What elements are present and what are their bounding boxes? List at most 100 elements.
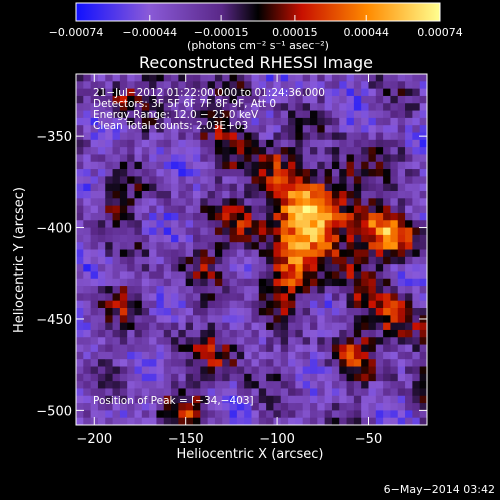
heatmap-cell	[346, 191, 355, 199]
heatmap-cell	[405, 117, 413, 126]
heatmap-cell	[419, 271, 428, 280]
heatmap-cell	[383, 220, 391, 228]
heatmap-cell	[112, 95, 121, 104]
heatmap-cell	[134, 293, 143, 302]
heatmap-cell	[229, 205, 238, 214]
heatmap-cell	[280, 337, 289, 345]
heatmap-cell	[97, 125, 106, 133]
heatmap-cell	[134, 161, 143, 170]
heatmap-cell	[353, 154, 362, 163]
heatmap-cell	[90, 147, 99, 155]
heatmap-cell	[273, 132, 282, 141]
heatmap-cell	[105, 417, 113, 426]
heatmap-cell	[390, 300, 399, 309]
heatmap-cell	[339, 234, 347, 243]
heatmap-cell	[390, 410, 399, 419]
heatmap-cell	[266, 300, 274, 309]
heatmap-cell	[266, 322, 274, 331]
heatmap-cell	[134, 410, 143, 419]
heatmap-cell	[251, 212, 260, 221]
heatmap-cell	[178, 139, 187, 148]
heatmap-cell	[368, 293, 377, 302]
heatmap-cell	[90, 410, 99, 419]
heatmap-cell	[361, 147, 369, 155]
heatmap-cell	[200, 242, 209, 250]
heatmap-cell	[353, 132, 362, 141]
heatmap-cell	[105, 227, 113, 236]
heatmap-cell	[97, 183, 106, 192]
heatmap-cell	[412, 169, 421, 177]
heatmap-cell	[83, 264, 92, 272]
heatmap-cell	[178, 176, 187, 185]
heatmap-cell	[229, 388, 238, 397]
heatmap-cell	[251, 169, 260, 177]
heatmap-cell	[214, 103, 223, 111]
heatmap-cell	[324, 154, 333, 163]
heatmap-cell	[317, 300, 326, 309]
heatmap-cell	[331, 242, 340, 250]
heatmap-cell	[229, 286, 238, 294]
heatmap-cell	[280, 212, 289, 221]
heatmap-cell	[171, 132, 179, 141]
heatmap-cell	[302, 329, 311, 338]
heatmap-cell	[134, 125, 143, 133]
heatmap-cell	[76, 88, 84, 97]
heatmap-cell	[383, 183, 391, 192]
heatmap-cell	[368, 147, 377, 155]
heatmap-cell	[324, 161, 333, 170]
heatmap-cell	[339, 176, 347, 185]
heatmap-cell	[397, 395, 406, 404]
heatmap-cell	[236, 147, 245, 155]
heatmap-cell	[273, 205, 282, 214]
heatmap-cell	[280, 322, 289, 331]
heatmap-cell	[310, 161, 318, 170]
heatmap-cell	[185, 293, 194, 302]
heatmap-cell	[397, 205, 406, 214]
heatmap-cell	[222, 417, 230, 426]
heatmap-cell	[171, 381, 179, 389]
heatmap-cell	[397, 264, 406, 272]
heatmap-cell	[302, 212, 311, 221]
heatmap-cell	[419, 88, 428, 97]
heatmap-cell	[141, 249, 150, 258]
heatmap-cell	[273, 388, 282, 397]
heatmap-cell	[193, 139, 201, 148]
heatmap-cell	[273, 366, 282, 375]
heatmap-cell	[156, 264, 165, 272]
heatmap-cell	[266, 359, 274, 367]
heatmap-cell	[141, 205, 150, 214]
heatmap-cell	[200, 205, 209, 214]
heatmap-cell	[185, 249, 194, 258]
heatmap-cell	[185, 154, 194, 163]
heatmap-cell	[310, 293, 318, 302]
heatmap-cell	[419, 81, 428, 90]
heatmap-cell	[339, 388, 347, 397]
heatmap-cell	[390, 154, 399, 163]
heatmap-cell	[76, 183, 84, 192]
heatmap-cell	[141, 293, 150, 302]
heatmap-cell	[258, 132, 267, 141]
heatmap-cell	[361, 293, 369, 302]
heatmap-cell	[339, 249, 347, 258]
heatmap-cell	[353, 286, 362, 294]
heatmap-cell	[390, 95, 399, 104]
heatmap-cell	[390, 147, 399, 155]
heatmap-cell	[280, 278, 289, 287]
heatmap-cell	[229, 264, 238, 272]
heatmap-cell	[200, 154, 209, 163]
heatmap-cell	[97, 315, 106, 324]
heatmap-cell	[134, 278, 143, 287]
heatmap-cell	[185, 88, 194, 97]
heatmap-cell	[280, 110, 289, 119]
heatmap-cell	[324, 410, 333, 419]
heatmap-cell	[375, 403, 384, 411]
heatmap-cell	[178, 212, 187, 221]
heatmap-cell	[83, 271, 92, 280]
heatmap-cell	[149, 191, 157, 199]
heatmap-cell	[288, 154, 296, 163]
heatmap-cell	[266, 315, 274, 324]
heatmap-cell	[193, 212, 201, 221]
heatmap-cell	[375, 169, 384, 177]
heatmap-cell	[361, 88, 369, 97]
heatmap-cell	[405, 234, 413, 243]
